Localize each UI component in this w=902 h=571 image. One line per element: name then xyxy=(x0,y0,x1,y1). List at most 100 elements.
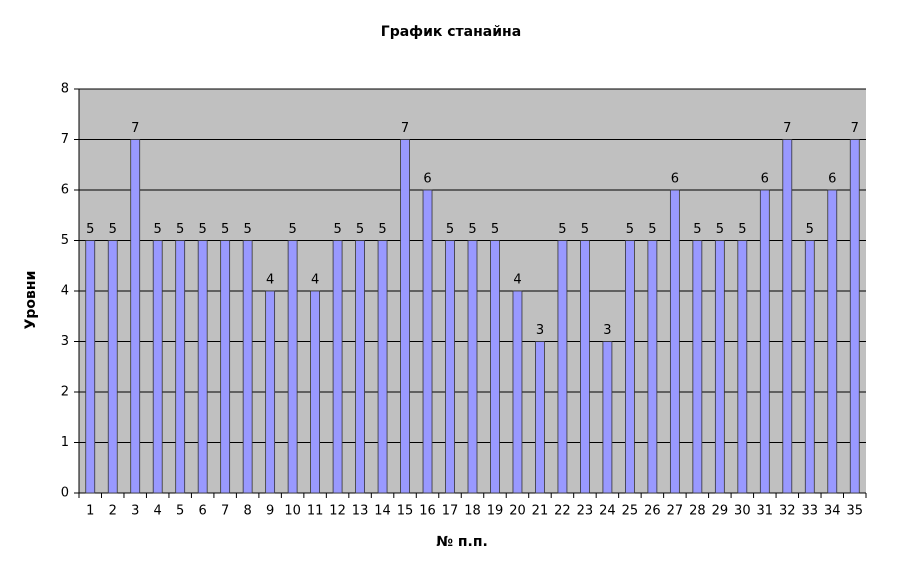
x-tick-label: 35 xyxy=(846,504,863,519)
x-tick-label: 4 xyxy=(154,504,162,519)
x-tick-label: 5 xyxy=(176,504,184,519)
y-axis-label: Уровни xyxy=(23,271,39,330)
bar xyxy=(647,240,658,494)
bar xyxy=(310,290,321,494)
y-tick-label: 7 xyxy=(61,132,69,147)
data-label: 6 xyxy=(423,172,431,187)
data-label: 6 xyxy=(671,172,679,187)
data-label: 3 xyxy=(536,323,544,338)
data-label: 4 xyxy=(266,273,274,288)
bar xyxy=(400,139,410,494)
data-label: 5 xyxy=(221,222,229,237)
bar xyxy=(355,240,365,494)
data-label: 5 xyxy=(468,222,476,237)
x-tick-label: 14 xyxy=(374,504,391,519)
bar xyxy=(782,139,793,494)
bar xyxy=(849,139,860,494)
data-label: 5 xyxy=(199,222,207,237)
y-tick-label: 8 xyxy=(61,82,69,97)
x-tick-label: 13 xyxy=(352,504,369,519)
x-tick-label: 18 xyxy=(464,504,481,519)
data-label: 5 xyxy=(176,222,184,237)
data-label: 7 xyxy=(783,121,791,136)
x-tick-label: 8 xyxy=(244,504,252,519)
data-label: 7 xyxy=(851,121,859,136)
data-label: 4 xyxy=(311,273,319,288)
bar xyxy=(220,240,231,494)
x-tick-label: 21 xyxy=(532,504,549,519)
data-label: 7 xyxy=(401,121,409,136)
y-tick-label: 6 xyxy=(61,183,69,198)
data-label: 7 xyxy=(131,121,139,136)
x-tick-label: 30 xyxy=(734,504,751,519)
data-label: 5 xyxy=(806,222,814,237)
x-tick-label: 33 xyxy=(802,504,819,519)
bar xyxy=(625,240,635,494)
bar xyxy=(107,240,118,494)
data-label: 5 xyxy=(154,222,162,237)
bar xyxy=(152,240,163,494)
bar xyxy=(467,240,478,494)
x-tick-label: 25 xyxy=(622,504,639,519)
bar xyxy=(85,240,96,494)
data-label: 5 xyxy=(356,222,364,237)
data-label: 5 xyxy=(581,222,589,237)
data-label: 5 xyxy=(626,222,634,237)
bar xyxy=(759,189,770,494)
bar xyxy=(265,290,276,494)
x-axis-label: № п.п. xyxy=(436,534,488,550)
data-label: 6 xyxy=(828,172,836,187)
y-tick-label: 0 xyxy=(61,486,69,501)
data-label: 5 xyxy=(333,222,341,237)
x-tick-label: 19 xyxy=(487,504,504,519)
x-tick-label: 3 xyxy=(131,504,139,519)
x-tick-label: 26 xyxy=(644,504,661,519)
data-label: 5 xyxy=(109,222,117,237)
bar xyxy=(512,290,523,494)
x-tick-label: 24 xyxy=(599,504,616,519)
x-tick-label: 11 xyxy=(307,504,324,519)
data-label: 5 xyxy=(648,222,656,237)
bar xyxy=(332,240,343,494)
y-tick-label: 3 xyxy=(61,334,69,349)
data-label: 5 xyxy=(244,222,252,237)
y-tick-label: 5 xyxy=(61,233,69,248)
x-tick-label: 10 xyxy=(284,504,301,519)
data-label: 5 xyxy=(738,222,746,237)
data-label: 5 xyxy=(693,222,701,237)
data-label: 5 xyxy=(558,222,566,237)
y-tick-label: 2 xyxy=(61,385,69,400)
x-tick-label: 27 xyxy=(667,504,684,519)
bar xyxy=(175,240,186,494)
bar xyxy=(827,189,838,494)
bar xyxy=(130,139,141,494)
x-tick-label: 1 xyxy=(86,504,94,519)
x-tick-label: 32 xyxy=(779,504,796,519)
x-tick-label: 31 xyxy=(757,504,774,519)
bar xyxy=(377,240,388,494)
x-tick-label: 7 xyxy=(221,504,229,519)
bar xyxy=(490,240,500,494)
y-tick-label: 1 xyxy=(61,435,69,450)
data-label: 5 xyxy=(288,222,296,237)
x-tick-label: 34 xyxy=(824,504,841,519)
bar xyxy=(535,341,545,494)
bar xyxy=(692,240,703,494)
x-tick-label: 23 xyxy=(577,504,594,519)
y-tick-label: 4 xyxy=(61,284,69,299)
x-tick-label: 2 xyxy=(109,504,117,519)
x-tick-label: 6 xyxy=(199,504,207,519)
x-tick-label: 28 xyxy=(689,504,706,519)
bar xyxy=(602,341,613,494)
chart-title: График станайна xyxy=(381,24,521,40)
data-label: 5 xyxy=(491,222,499,237)
bar xyxy=(422,189,433,494)
bar xyxy=(445,240,455,494)
x-tick-label: 22 xyxy=(554,504,571,519)
x-tick-label: 16 xyxy=(419,504,436,519)
bar xyxy=(669,189,680,494)
data-label: 5 xyxy=(86,222,94,237)
data-label: 5 xyxy=(446,222,454,237)
data-label: 3 xyxy=(603,323,611,338)
